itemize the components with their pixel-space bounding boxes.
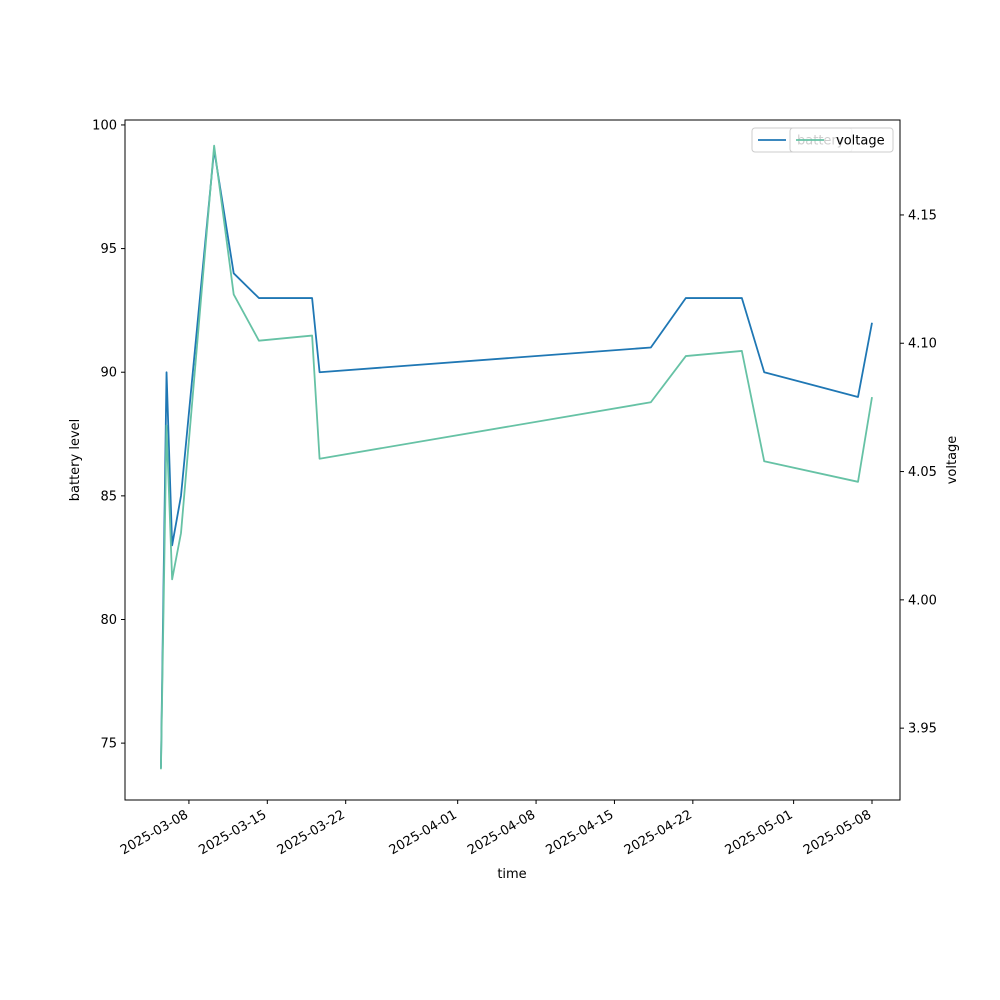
plot-frame	[124, 119, 901, 801]
y-axis-left: 75 80 85 90 95 100	[92, 118, 125, 752]
y-axis-left-label: battery level	[68, 419, 83, 502]
y-right-tick-label: 4.10	[908, 337, 937, 352]
y-right-tick-label: 3.95	[908, 722, 937, 737]
y-left-tick-label: 90	[100, 366, 117, 381]
y-axis-right-label: voltage	[945, 436, 960, 485]
y-left-tick-label: 95	[100, 242, 117, 257]
y-right-tick-label: 4.00	[908, 593, 937, 608]
y-axis-right: 3.95 4.00 4.05 4.10 4.15	[900, 208, 937, 737]
y-right-tick-label: 4.15	[908, 208, 937, 223]
y-left-tick-label: 85	[100, 489, 117, 504]
y-right-tick-label: 4.05	[908, 465, 937, 480]
series-line-voltage	[160, 144, 873, 770]
series-lines	[160, 144, 873, 770]
y-left-tick-label: 75	[100, 737, 117, 752]
series-line-battery	[160, 148, 873, 768]
y-left-tick-label: 80	[100, 613, 117, 628]
legend-voltage-label: voltage	[836, 134, 885, 149]
x-axis-label: time	[497, 867, 526, 882]
legend-voltage-box	[789, 127, 894, 153]
y-left-tick-label: 100	[92, 118, 117, 133]
legend-voltage: voltage	[789, 127, 894, 153]
